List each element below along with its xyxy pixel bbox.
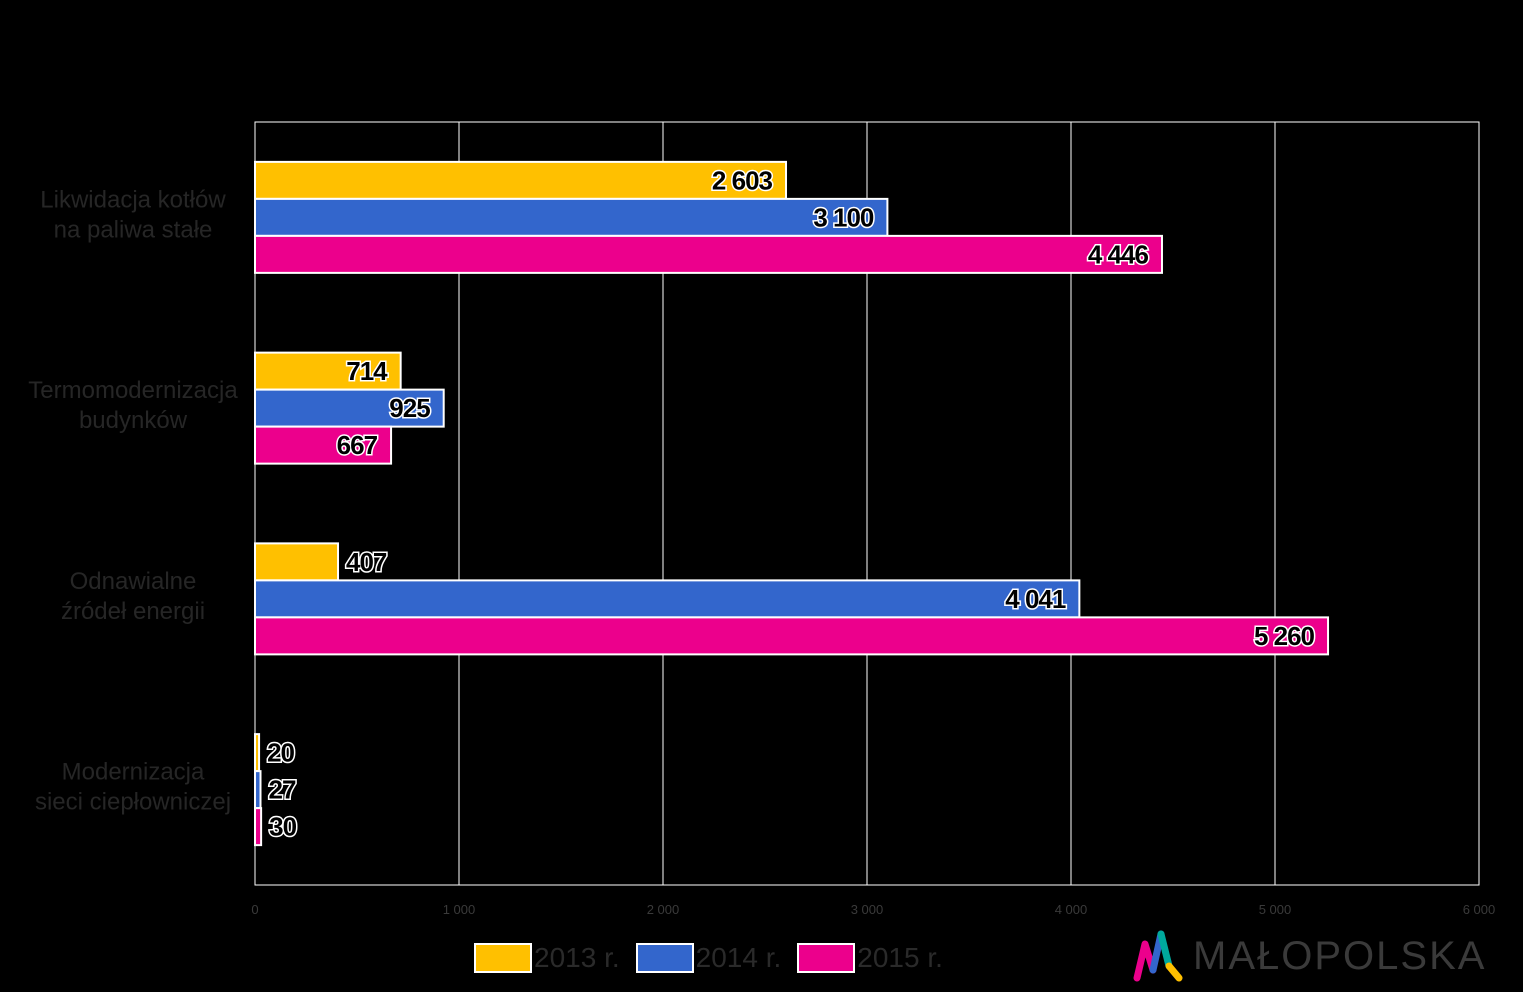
legend-label-2015: 2015 r. xyxy=(857,942,943,973)
x-tick-labels: 0 1 000 2 000 3 000 4 000 5 000 6 000 xyxy=(251,902,1495,917)
category-labels: Likwidacja kotłów na paliwa stałe Termomod… xyxy=(28,186,238,815)
category-label: Odnawialne źródeł energii xyxy=(61,568,205,625)
legend-item-2015: 2015 r. xyxy=(797,942,943,974)
category-label: Likwidacja kotłów na paliwa stałe xyxy=(40,186,226,243)
data-label: 667 xyxy=(337,430,378,460)
legend-item-2013: 2013 r. xyxy=(474,942,620,974)
legend-swatch-2013 xyxy=(474,943,532,973)
bars xyxy=(254,160,1330,847)
category-label: Modernizacja sieci ciepłowniczej xyxy=(35,759,231,816)
category-label: Termomodernizacja budynków xyxy=(28,377,238,434)
legend-item-2014: 2014 r. xyxy=(635,942,782,974)
legend-swatch-2015 xyxy=(797,943,856,973)
x-tick-label: 1 000 xyxy=(443,902,476,917)
data-label: 30 xyxy=(269,812,296,842)
legend-label-2013: 2013 r. xyxy=(534,942,620,973)
data-label: 27 xyxy=(269,775,296,805)
x-tick-label: 3 000 xyxy=(851,902,884,917)
data-label: 925 xyxy=(389,393,430,423)
legend-swatch-2014 xyxy=(635,943,694,973)
bar xyxy=(254,160,788,200)
data-label: 407 xyxy=(346,547,387,577)
x-tick-label: 5 000 xyxy=(1259,902,1292,917)
x-tick-label: 2 000 xyxy=(647,902,680,917)
bar xyxy=(254,425,393,465)
data-label: 20 xyxy=(267,738,294,768)
bar xyxy=(254,807,263,847)
malopolska-logo-icon xyxy=(1133,930,1183,982)
data-label: 4 446 xyxy=(1088,239,1149,269)
bar xyxy=(254,616,1330,656)
legend: 2013 r. 2014 r. 2015 r. xyxy=(474,940,959,976)
data-label: 3 100 xyxy=(813,202,874,232)
bar xyxy=(254,579,1081,619)
x-tick-label: 0 xyxy=(251,902,258,917)
bar xyxy=(254,770,262,810)
data-label: 2 603 xyxy=(712,165,773,195)
bar xyxy=(254,388,445,428)
x-tick-label: 6 000 xyxy=(1463,902,1496,917)
legend-label-2014: 2014 r. xyxy=(695,942,782,973)
x-tick-label: 4 000 xyxy=(1055,902,1088,917)
bar xyxy=(254,197,889,237)
malopolska-logo: MAŁOPOLSKA xyxy=(1133,930,1486,982)
bar xyxy=(254,542,340,582)
logo-text: MAŁOPOLSKA xyxy=(1193,933,1487,978)
data-label: 4 041 xyxy=(1005,584,1066,614)
data-label: 5 260 xyxy=(1254,621,1315,651)
bar xyxy=(254,733,261,773)
bar xyxy=(254,234,1163,274)
data-label: 714 xyxy=(346,356,388,386)
